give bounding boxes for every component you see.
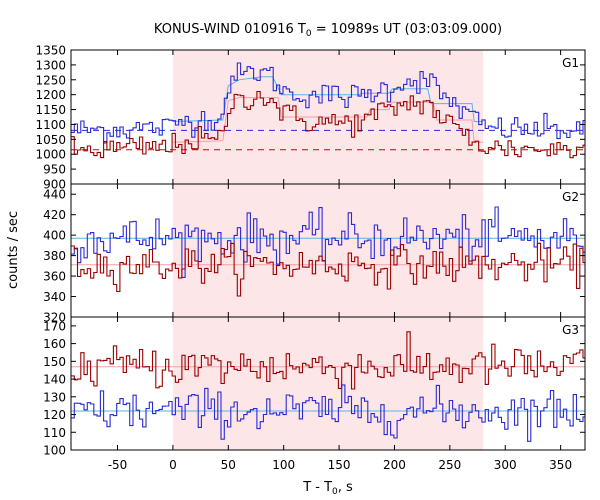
- y-tick-label: 160: [43, 337, 66, 351]
- panel-label-g3: G3: [562, 323, 579, 337]
- y-tick-label: 320: [43, 311, 66, 325]
- panel-label-g1: G1: [562, 56, 579, 70]
- shaded-interval-g2: [172, 184, 484, 317]
- y-tick-label: 1000: [35, 148, 66, 162]
- y-tick-label: 150: [43, 355, 66, 369]
- y-tick-label: 360: [43, 270, 66, 284]
- y-tick-label: 110: [43, 426, 66, 440]
- y-axis-label: counts / sec: [6, 211, 21, 289]
- y-tick-label: 1350: [35, 44, 66, 58]
- y-tick-label: 380: [43, 249, 66, 263]
- y-tick-label: 130: [43, 390, 66, 404]
- chart-title-rest: = 10989s UT (03:03:09.000): [312, 22, 502, 37]
- series-g3-blue: [71, 384, 585, 442]
- chart-title-main: KONUS-WIND 010916 T: [154, 22, 306, 37]
- x-axis-label-main: T - T: [302, 480, 332, 495]
- x-tick-label: 300: [494, 458, 517, 472]
- series-g3-red: [71, 331, 585, 390]
- series-g2-red: [71, 242, 585, 297]
- y-tick-label: 400: [43, 229, 66, 243]
- y-tick-label: 1050: [35, 133, 66, 147]
- y-tick-label: 420: [43, 208, 66, 222]
- series-layer: [71, 62, 585, 442]
- shaded-interval-g3: [172, 317, 484, 450]
- chart-title-sub: 0: [306, 29, 312, 39]
- x-tick-label: 200: [383, 458, 406, 472]
- y-tick-label: 950: [43, 163, 66, 177]
- y-tick-label: 170: [43, 319, 66, 333]
- y-tick-label: 1300: [35, 58, 66, 72]
- y-tick-label: 140: [43, 373, 66, 387]
- x-tick-label: 100: [272, 458, 295, 472]
- x-tick-label: 150: [328, 458, 351, 472]
- shaded-interval-layer: [172, 50, 484, 450]
- y-tick-label: 100: [43, 444, 66, 458]
- frame-layer: [70, 49, 586, 451]
- y-tick-label: 1250: [35, 73, 66, 87]
- x-axis-label-sub: 0: [332, 487, 338, 497]
- series-g1-red: [71, 90, 585, 159]
- y-tick-label: 340: [43, 290, 66, 304]
- panel-label-g2: G2: [562, 190, 579, 204]
- fit-line-g1-red: [172, 97, 484, 143]
- fit-line-g1-blue: [172, 76, 484, 122]
- x-tick-label: -50: [108, 458, 128, 472]
- x-axis-label: T - T0, s: [302, 480, 353, 497]
- series-g2-blue: [71, 206, 585, 278]
- panel-frame-g3: [70, 316, 586, 451]
- chart-title: KONUS-WIND 010916 T0 = 10989s UT (03:03:…: [154, 22, 502, 39]
- x-tick-label: 350: [549, 458, 572, 472]
- x-tick-label: 50: [221, 458, 236, 472]
- x-tick-label: 250: [438, 458, 461, 472]
- y-tick-label: 900: [43, 178, 66, 192]
- y-tick-label: 1150: [35, 103, 66, 117]
- y-tick-label: 1100: [35, 118, 66, 132]
- y-tick-label: 1200: [35, 88, 66, 102]
- series-g1-blue: [71, 62, 585, 144]
- tick-layer: G190095010001050110011501200125013001350…: [35, 44, 585, 472]
- y-tick-label: 120: [43, 408, 66, 422]
- x-tick-label: 0: [169, 458, 177, 472]
- x-axis-label-rest: , s: [338, 480, 353, 495]
- y-tick-label: 440: [43, 188, 66, 202]
- background-lines-layer: [71, 129, 585, 151]
